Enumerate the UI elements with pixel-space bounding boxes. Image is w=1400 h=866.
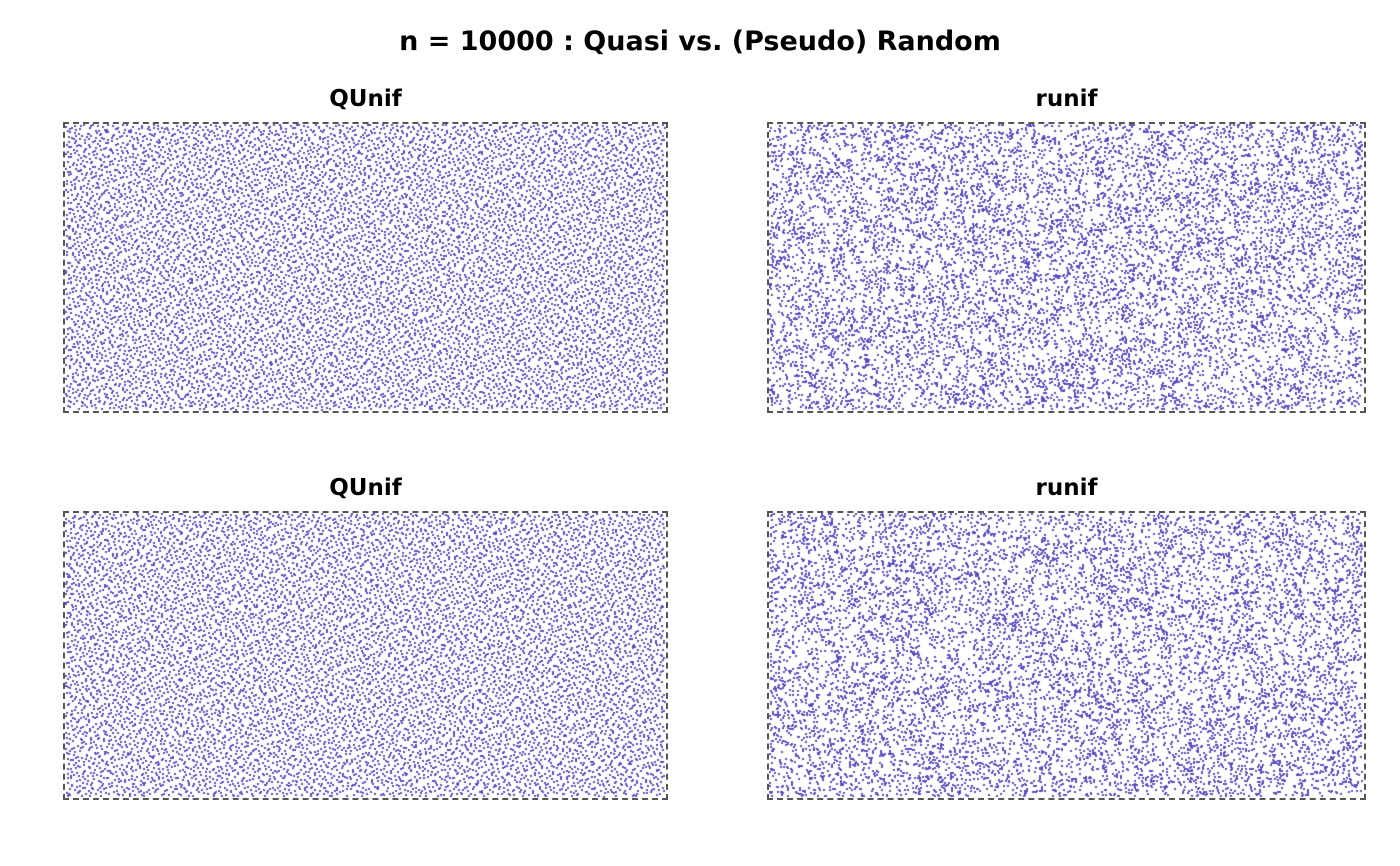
plot-area-bottom-right[interactable] [767,511,1366,800]
plot-area-top-left[interactable] [63,122,668,413]
panel-title-bottom-right: runif [1035,475,1098,501]
scatter-canvas-top-right [769,124,1364,411]
scatter-canvas-top-left [65,124,666,411]
panel-top-right: runif [767,86,1366,413]
plot-area-top-right[interactable] [767,122,1366,413]
plot-area-bottom-left[interactable] [63,511,668,800]
panel-top-left: QUnif [63,86,668,413]
scatter-canvas-bottom-left [65,513,666,798]
scatter-canvas-bottom-right [769,513,1364,798]
panel-title-top-right: runif [1035,86,1098,112]
panel-bottom-right: runif [767,475,1366,800]
panel-title-bottom-left: QUnif [329,475,402,501]
panel-bottom-left: QUnif [63,475,668,800]
panel-title-top-left: QUnif [329,86,402,112]
page-title: n = 10000 : Quasi vs. (Pseudo) Random [399,26,1001,57]
